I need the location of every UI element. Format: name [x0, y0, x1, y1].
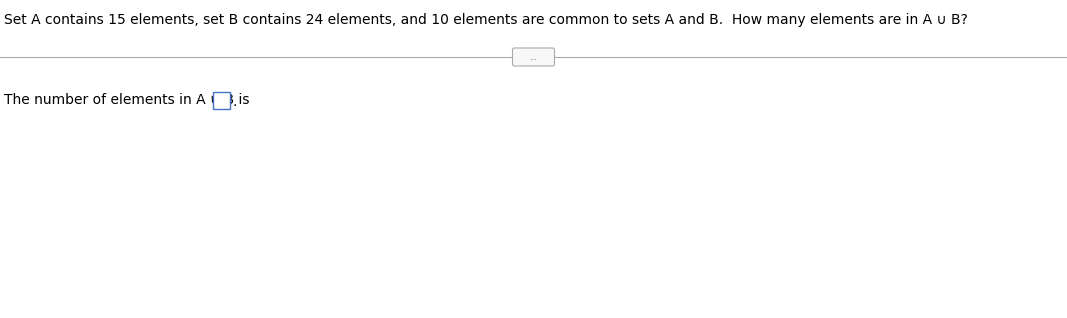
FancyBboxPatch shape	[512, 48, 555, 66]
FancyBboxPatch shape	[213, 92, 230, 109]
Text: Set A contains 15 elements, set B contains 24 elements, and 10 elements are comm: Set A contains 15 elements, set B contai…	[4, 13, 968, 27]
Text: The number of elements in A ∪ B is: The number of elements in A ∪ B is	[4, 93, 250, 107]
Text: ...: ...	[529, 52, 538, 61]
Text: .: .	[232, 94, 237, 108]
